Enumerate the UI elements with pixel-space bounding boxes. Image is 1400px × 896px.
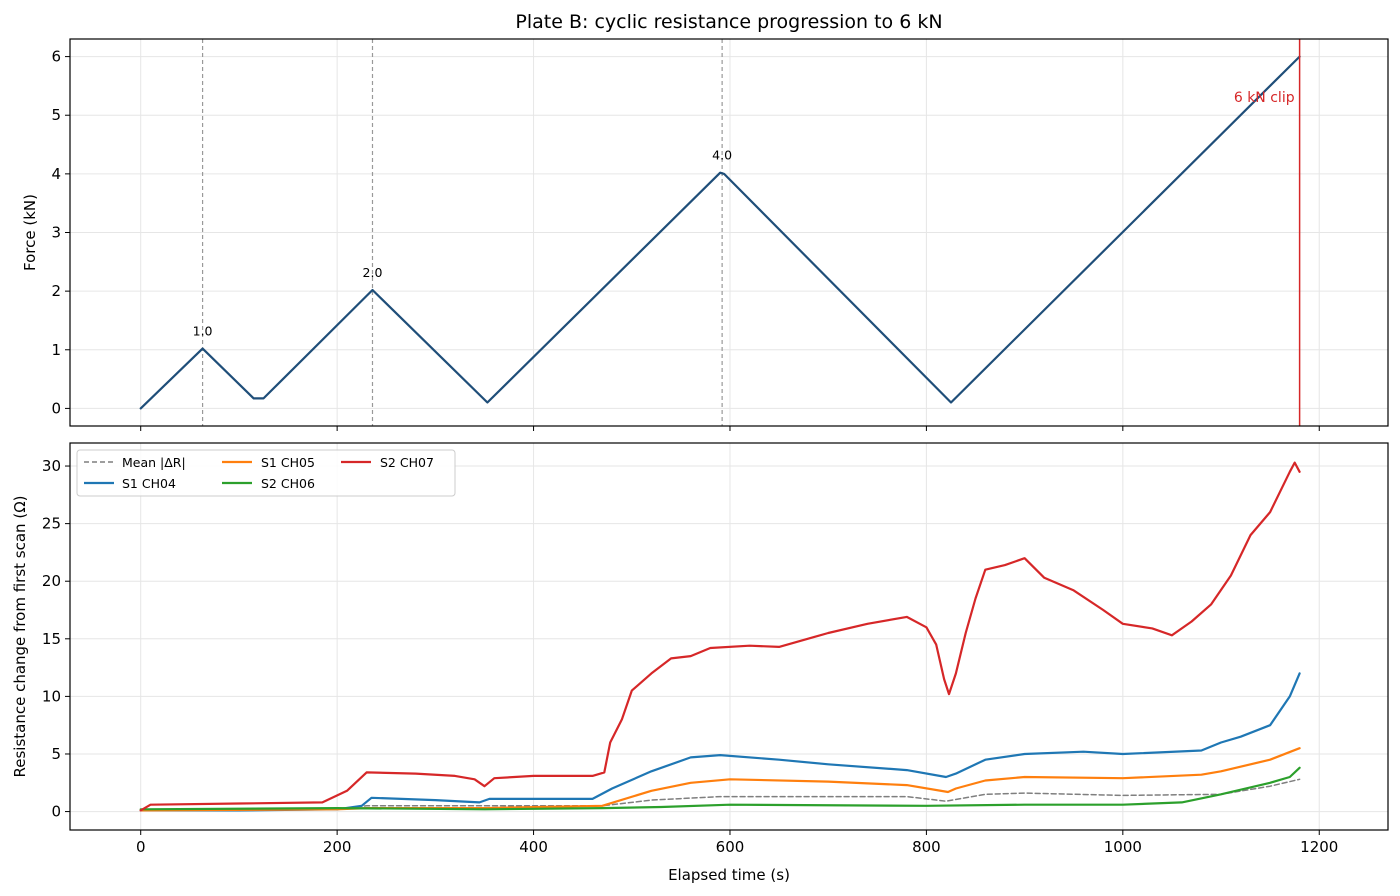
resistance-y-tick-label: 10: [42, 687, 61, 705]
chart-title: Plate B: cyclic resistance progression t…: [515, 11, 942, 33]
clip-label: 6 kN clip: [1234, 90, 1295, 106]
legend: Mean |ΔR| S1 CH04 S1 CH05 S2 CH06 S2 CH0…: [76, 449, 456, 497]
force-y-tick-label: 0: [51, 399, 61, 417]
resistance-x-tick-label: 1000: [1104, 838, 1142, 856]
resistance-grid: [70, 443, 1388, 830]
force-y-tick-label: 5: [51, 106, 61, 124]
resistance-y-tick-label: 25: [42, 515, 61, 533]
force-series: [139, 55, 1301, 410]
resistance-x-tick-label: 800: [912, 838, 941, 856]
resistance-y-tick-label: 30: [42, 457, 61, 475]
force-series-line: [139, 55, 1301, 410]
peak-label: 4.0: [712, 148, 732, 163]
x-axis-label: Elapsed time (s): [668, 866, 790, 884]
legend-label-s2-ch06: S2 CH06: [261, 476, 315, 491]
resistance-axes-frame: [69, 442, 1389, 831]
resistance-x-tick-label: 200: [323, 838, 352, 856]
series-s1-ch04: [139, 672, 1301, 812]
force-panel: 1.0 2.0 4.0 6 kN clip 0 1 2 3 4 5 6 Force (kN): [21, 38, 1389, 431]
force-y-tick-label: 4: [51, 165, 61, 183]
resistance-x-tick-label: 1200: [1300, 838, 1338, 856]
force-ticks: 0 1 2 3 4 5 6: [51, 48, 1320, 431]
resistance-panel: 0 200 400 600 800 1000 1200 0 5 10 15 20 25 30 Resist…: [11, 442, 1389, 884]
legend-label-s1-ch05: S1 CH05: [261, 455, 315, 470]
peak-label: 1.0: [193, 324, 213, 339]
series-s1-ch05: [139, 747, 1301, 812]
force-y-tick-label: 2: [51, 282, 61, 300]
resistance-y-tick-label: 15: [42, 630, 61, 648]
force-y-tick-label: 1: [51, 341, 61, 359]
series-mean-r: [139, 778, 1301, 812]
resistance-y-tick-label: 5: [51, 745, 61, 763]
resistance-x-tick-label: 0: [136, 838, 146, 856]
peak-label: 2.0: [363, 265, 383, 280]
legend-label-s2-ch07: S2 CH07: [380, 455, 434, 470]
force-y-tick-label: 3: [51, 224, 61, 242]
clip-marker: 6 kN clip: [1234, 39, 1301, 426]
resistance-ticks: 0 200 400 600 800 1000 1200 0 5 10 15 20 25 30: [42, 457, 1338, 856]
resistance-x-tick-label: 600: [716, 838, 745, 856]
resistance-y-label: Resistance change from first scan (Ω): [11, 495, 29, 777]
force-grid: [70, 39, 1388, 426]
resistance-x-tick-label: 400: [519, 838, 548, 856]
series-s2-ch06: [139, 766, 1301, 811]
resistance-y-tick-label: 0: [51, 803, 61, 821]
force-y-label: Force (kN): [21, 194, 39, 271]
force-y-tick-label: 6: [51, 48, 61, 66]
peak-markers: [201, 39, 723, 426]
legend-label-s1-ch04: S1 CH04: [122, 476, 176, 491]
resistance-series: [139, 461, 1301, 812]
series-s2-ch07: [139, 461, 1301, 812]
peak-labels: 1.0 2.0 4.0: [193, 148, 732, 339]
resistance-y-tick-label: 20: [42, 572, 61, 590]
legend-label-mean: Mean |ΔR|: [122, 455, 186, 470]
